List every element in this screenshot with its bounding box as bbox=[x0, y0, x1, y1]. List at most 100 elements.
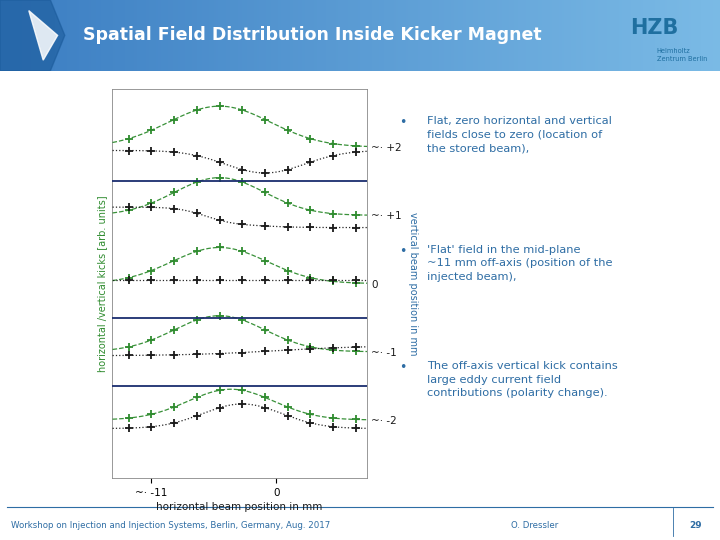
Bar bbox=[403, 0, 405, 71]
Text: 'Flat' field in the mid-plane
~11 mm off-axis (position of the
injected beam),: 'Flat' field in the mid-plane ~11 mm off… bbox=[427, 245, 612, 282]
Bar bbox=[300, 0, 302, 71]
Bar bbox=[223, 0, 225, 71]
Bar bbox=[451, 0, 454, 71]
Bar bbox=[567, 0, 569, 71]
Bar bbox=[286, 0, 288, 71]
Bar bbox=[686, 0, 689, 71]
Bar bbox=[221, 0, 223, 71]
Bar bbox=[192, 0, 194, 71]
Bar bbox=[600, 0, 603, 71]
Bar bbox=[199, 0, 202, 71]
Bar bbox=[264, 0, 266, 71]
Bar bbox=[259, 0, 261, 71]
Bar bbox=[569, 0, 571, 71]
Bar bbox=[60, 0, 63, 71]
Bar bbox=[142, 0, 144, 71]
Bar bbox=[509, 0, 511, 71]
Bar bbox=[410, 0, 413, 71]
Bar bbox=[58, 0, 60, 71]
Bar bbox=[225, 0, 228, 71]
Bar bbox=[542, 0, 545, 71]
Bar bbox=[43, 0, 45, 71]
Bar bbox=[333, 0, 336, 71]
Bar bbox=[178, 0, 180, 71]
Bar bbox=[389, 0, 391, 71]
Bar bbox=[516, 0, 518, 71]
Bar bbox=[235, 0, 238, 71]
Bar bbox=[103, 0, 106, 71]
Bar bbox=[322, 0, 324, 71]
Bar bbox=[581, 0, 583, 71]
Bar bbox=[171, 0, 173, 71]
Bar bbox=[427, 0, 430, 71]
Bar bbox=[122, 0, 125, 71]
Bar bbox=[528, 0, 531, 71]
Bar bbox=[127, 0, 130, 71]
Bar bbox=[485, 0, 487, 71]
Bar bbox=[432, 0, 434, 71]
Bar bbox=[557, 0, 559, 71]
Bar bbox=[180, 0, 182, 71]
Bar bbox=[619, 0, 621, 71]
Bar bbox=[578, 0, 581, 71]
Bar bbox=[355, 0, 358, 71]
Bar bbox=[446, 0, 449, 71]
Bar bbox=[708, 0, 711, 71]
Bar bbox=[369, 0, 372, 71]
Bar bbox=[77, 0, 79, 71]
Bar bbox=[711, 0, 713, 71]
Bar bbox=[135, 0, 137, 71]
Bar bbox=[430, 0, 432, 71]
X-axis label: horizontal beam position in mm: horizontal beam position in mm bbox=[156, 502, 323, 512]
Bar bbox=[585, 0, 588, 71]
Bar bbox=[245, 0, 247, 71]
Bar bbox=[423, 0, 425, 71]
Bar bbox=[684, 0, 686, 71]
Bar bbox=[91, 0, 94, 71]
Bar bbox=[115, 0, 117, 71]
Bar bbox=[660, 0, 662, 71]
Bar bbox=[302, 0, 305, 71]
Bar bbox=[266, 0, 269, 71]
Y-axis label: horizontal /vertical kicks [arb. units]: horizontal /vertical kicks [arb. units] bbox=[97, 195, 107, 372]
Bar bbox=[233, 0, 235, 71]
Bar bbox=[218, 0, 221, 71]
Bar bbox=[290, 0, 293, 71]
Bar bbox=[288, 0, 290, 71]
Bar bbox=[490, 0, 492, 71]
Bar bbox=[358, 0, 360, 71]
Bar bbox=[45, 0, 48, 71]
Bar bbox=[379, 0, 382, 71]
Bar bbox=[461, 0, 463, 71]
Bar bbox=[329, 0, 331, 71]
Bar bbox=[617, 0, 619, 71]
Bar bbox=[238, 0, 240, 71]
Bar bbox=[243, 0, 245, 71]
Bar bbox=[84, 0, 86, 71]
Bar bbox=[677, 0, 679, 71]
Bar bbox=[470, 0, 473, 71]
Bar bbox=[202, 0, 204, 71]
Bar bbox=[595, 0, 598, 71]
Bar bbox=[281, 0, 283, 71]
Bar bbox=[48, 0, 50, 71]
Text: The off-axis vertical kick contains
large eddy current field
contributions (pola: The off-axis vertical kick contains larg… bbox=[427, 361, 618, 399]
Bar bbox=[521, 0, 523, 71]
Bar bbox=[106, 0, 108, 71]
Bar bbox=[326, 0, 329, 71]
Bar bbox=[624, 0, 626, 71]
Bar bbox=[74, 0, 77, 71]
Bar bbox=[588, 0, 590, 71]
Bar bbox=[715, 0, 718, 71]
Bar bbox=[338, 0, 341, 71]
Bar bbox=[295, 0, 297, 71]
Bar bbox=[50, 0, 53, 71]
Bar bbox=[214, 0, 216, 71]
Bar bbox=[240, 0, 243, 71]
Bar bbox=[125, 0, 127, 71]
Bar bbox=[79, 0, 81, 71]
Bar bbox=[408, 0, 410, 71]
Bar bbox=[24, 0, 27, 71]
Bar bbox=[533, 0, 535, 71]
Bar bbox=[636, 0, 639, 71]
